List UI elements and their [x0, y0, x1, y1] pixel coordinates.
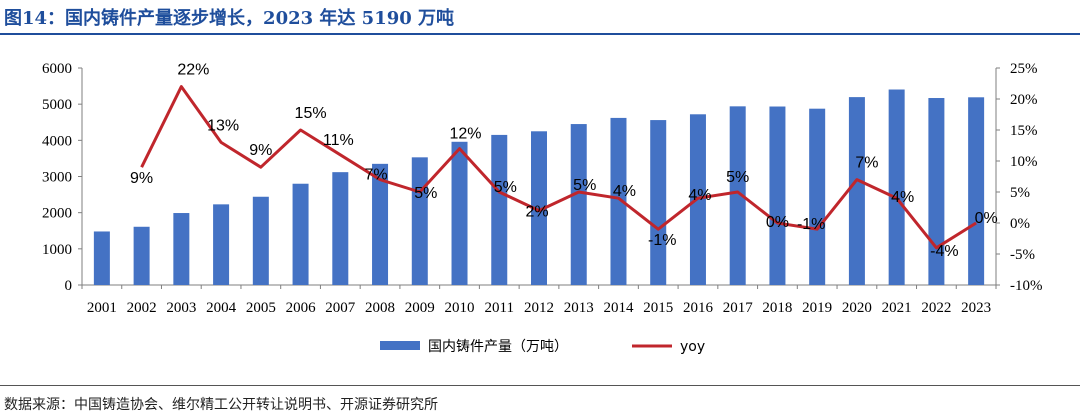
x-tick-label: 2004: [206, 300, 237, 316]
x-tick-label: 2017: [723, 300, 754, 316]
x-tick-label: 2012: [524, 300, 554, 316]
x-tick-label: 2002: [127, 300, 157, 316]
right-tick-label: 25%: [1010, 61, 1038, 77]
x-tick-label: 2005: [246, 300, 276, 316]
chart-legend: 国内铸件产量（万吨） yoy: [380, 339, 705, 355]
right-tick-label: 15%: [1010, 123, 1038, 139]
yoy-data-label: 11%: [323, 132, 354, 149]
left-tick-label: 5000: [42, 97, 72, 113]
yoy-data-label: -1%: [648, 232, 676, 249]
x-tick-label: 2008: [365, 300, 395, 316]
yoy-data-label: 4%: [688, 187, 711, 204]
bar-series: [93, 89, 985, 285]
yoy-data-label: 13%: [207, 117, 239, 134]
left-tick-label: 4000: [42, 133, 72, 149]
yoy-line: [140, 85, 977, 250]
yoy-data-label: -1%: [797, 216, 825, 233]
x-tick-label: 2010: [445, 300, 475, 316]
yoy-data-label: 9%: [130, 170, 153, 187]
yoy-data-label: -4%: [930, 243, 958, 260]
title-divider: [0, 33, 1080, 35]
yoy-data-label: 5%: [573, 177, 596, 194]
x-tick-label: 2013: [564, 300, 594, 316]
legend-bar-swatch: [380, 341, 420, 350]
x-tick-label: 2019: [802, 300, 832, 316]
yoy-data-label: 0%: [766, 214, 789, 231]
left-tick-label: 0: [65, 278, 73, 294]
bar: [531, 131, 547, 285]
yoy-data-label: 0%: [975, 210, 998, 227]
yoy-data-label: 9%: [249, 142, 272, 159]
yoy-data-label: 15%: [295, 105, 327, 122]
bar: [848, 97, 865, 285]
yoy-data-label: 5%: [414, 185, 437, 202]
left-tick-label: 2000: [42, 206, 72, 222]
right-tick-label: 20%: [1010, 92, 1038, 108]
bar: [769, 106, 786, 285]
x-tick-label: 2023: [961, 300, 991, 316]
source-note: 数据来源：中国铸造协会、维尔精工公开转让说明书、开源证券研究所: [4, 397, 438, 413]
right-tick-label: 0%: [1010, 216, 1030, 232]
yoy-data-label: 7%: [855, 155, 878, 172]
production-yoy-chart: 9% 22% 13% 9% 15% 11% 7% 5% 12% 5% 2% 5% 4% -1% 4% 5% 0%…: [42, 61, 1043, 355]
yoy-data-label: 22%: [177, 62, 209, 79]
bar: [729, 106, 746, 285]
x-tick-label: 2014: [603, 300, 634, 316]
x-tick-label: 2018: [762, 300, 792, 316]
footer-divider: [0, 385, 1080, 386]
x-tick-label: 2022: [921, 300, 951, 316]
bar: [610, 117, 627, 285]
yoy-data-label: 4%: [613, 183, 636, 200]
right-tick-label: -10%: [1010, 278, 1043, 294]
bar: [213, 204, 230, 285]
legend-bar-label: 国内铸件产量（万吨）: [428, 339, 568, 355]
yoy-data-label: 12%: [450, 126, 482, 143]
yoy-data-label: 4%: [891, 189, 914, 206]
data-labels: 9% 22% 13% 9% 15% 11% 7% 5% 12% 5% 2% 5% 4% -1% 4% 5% 0%…: [130, 62, 998, 260]
right-tick-label: 5%: [1010, 185, 1030, 201]
x-tick-label: 2006: [286, 300, 317, 316]
bar: [570, 124, 587, 285]
x-tick-label: 2020: [842, 300, 872, 316]
bar: [93, 231, 110, 285]
x-tick-label: 2015: [643, 300, 673, 316]
yoy-data-label: 5%: [726, 169, 749, 186]
left-tick-label: 3000: [42, 170, 72, 186]
x-tick-label: 2003: [166, 300, 196, 316]
bar: [968, 97, 985, 285]
x-tick-label: 2007: [325, 300, 356, 316]
bar: [292, 183, 309, 285]
x-tick-label: 2001: [87, 300, 117, 316]
bar: [372, 163, 389, 285]
yoy-data-label: 7%: [364, 167, 387, 184]
bar: [133, 226, 150, 285]
x-tick-label: 2011: [485, 300, 514, 316]
bar: [332, 172, 349, 285]
bar: [411, 157, 428, 285]
right-tick-label: 10%: [1010, 154, 1038, 170]
left-tick-label: 1000: [42, 242, 72, 258]
yoy-data-label: 2%: [525, 204, 548, 221]
bar: [173, 213, 190, 285]
bar: [252, 196, 269, 285]
bar: [888, 89, 905, 285]
page-title: 图14：国内铸件产量逐步增长，2023 年达 5190 万吨: [4, 8, 455, 29]
bar: [809, 108, 826, 285]
right-tick-label: -5%: [1010, 247, 1035, 263]
bar: [451, 141, 468, 285]
x-tick-label: 2016: [683, 300, 714, 316]
x-tick-label: 2009: [405, 300, 435, 316]
bar: [928, 98, 945, 285]
left-tick-label: 6000: [42, 61, 72, 77]
x-tick-label: 2021: [882, 300, 912, 316]
bar: [650, 120, 667, 285]
yoy-data-label: 5%: [494, 179, 517, 196]
tick-labels: 0 1000 2000 3000 4000 5000 6000 -10% -5% 0% 5% 10% 1…: [42, 61, 1043, 316]
yoy-line-series: [140, 85, 977, 250]
legend-line-label: yoy: [680, 339, 705, 355]
bar: [491, 134, 508, 285]
